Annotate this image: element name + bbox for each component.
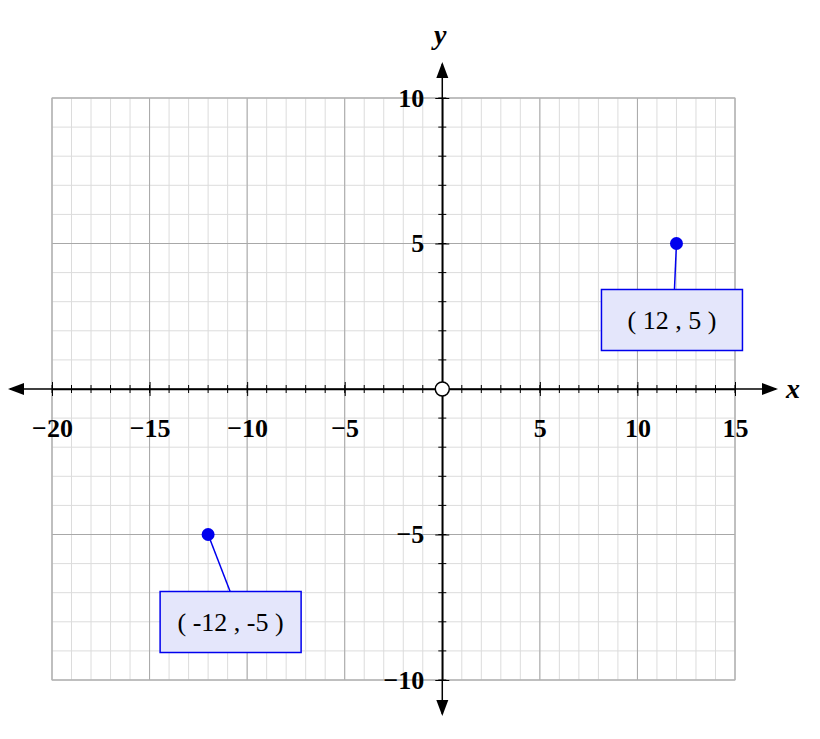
minor-grid-line bbox=[52, 505, 735, 506]
y-tick-label: 10 bbox=[398, 84, 424, 113]
label-box bbox=[601, 290, 742, 351]
y-tick-mark bbox=[435, 680, 449, 681]
y-tick: 5 bbox=[411, 229, 449, 258]
data-label: ( -12 , -5 ) bbox=[178, 608, 284, 637]
leader-line bbox=[674, 244, 676, 290]
x-tick: −15 bbox=[130, 382, 171, 443]
minor-grid-line bbox=[52, 156, 735, 157]
plot-frame bbox=[52, 98, 735, 680]
y-tick: −5 bbox=[396, 520, 449, 549]
point bbox=[670, 237, 683, 250]
leader-line bbox=[208, 535, 230, 592]
point bbox=[202, 528, 215, 541]
x-tick-label: −15 bbox=[130, 414, 171, 443]
data-label: ( 12 , 5 ) bbox=[628, 306, 717, 335]
minor-grid-line bbox=[52, 592, 735, 593]
y-tick: 10 bbox=[398, 84, 449, 113]
grid-line bbox=[52, 534, 735, 535]
minor-grid-line bbox=[52, 185, 735, 186]
y-tick-label: 5 bbox=[411, 229, 424, 258]
y-tick-label: −5 bbox=[396, 520, 424, 549]
label-box bbox=[160, 592, 301, 653]
x-tick: 5 bbox=[534, 382, 547, 443]
axis-arrows bbox=[8, 62, 778, 716]
minor-grid-line bbox=[52, 534, 735, 535]
x-tick: 15 bbox=[723, 382, 749, 443]
y-tick-mark bbox=[435, 244, 449, 245]
x-tick-mark bbox=[637, 382, 638, 396]
x-axis-line bbox=[10, 388, 776, 390]
y-axis: −10 −5 5 10 bbox=[383, 84, 449, 695]
grid bbox=[52, 98, 735, 680]
x-tick-mark bbox=[540, 382, 541, 396]
minor-grid-line bbox=[52, 563, 735, 564]
y-axis-title: y bbox=[431, 19, 447, 50]
minor-grid-line bbox=[52, 243, 735, 244]
minor-grid-line bbox=[52, 476, 735, 477]
x-axis-domain bbox=[53, 389, 736, 391]
x-tick: −5 bbox=[331, 382, 359, 443]
minor-ticks bbox=[52, 98, 735, 680]
minor-grid-line bbox=[52, 214, 735, 215]
data-labels: ( 12 , 5 ) ( -12 , -5 ) bbox=[160, 244, 742, 653]
origin-marker bbox=[435, 382, 449, 396]
minor-grid-line bbox=[52, 650, 735, 651]
minor-grid-line bbox=[52, 447, 735, 448]
y-tick-mark bbox=[435, 535, 449, 536]
minor-grid-line bbox=[52, 359, 735, 360]
x-tick-label: −10 bbox=[227, 414, 268, 443]
x-tick-label: 5 bbox=[534, 414, 547, 443]
x-tick-label: 15 bbox=[723, 414, 749, 443]
x-tick-mark bbox=[735, 382, 736, 396]
axis-arrow bbox=[8, 383, 24, 395]
x-tick-mark bbox=[247, 382, 248, 396]
minor-grid-line bbox=[52, 127, 735, 128]
grid-line bbox=[52, 243, 735, 244]
x-tick-label: −20 bbox=[32, 414, 73, 443]
y-tick-mark bbox=[435, 98, 449, 99]
x-tick: 10 bbox=[625, 382, 651, 443]
minor-grid-line bbox=[52, 272, 735, 273]
y-tick-label: −10 bbox=[383, 666, 424, 695]
x-tick-mark bbox=[150, 382, 151, 396]
x-axis: −20 −15 −10 −5 5 10 15 bbox=[32, 382, 748, 443]
axis-arrow bbox=[762, 383, 778, 395]
x-tick-mark bbox=[345, 382, 346, 396]
x-tick-label: 10 bbox=[625, 414, 651, 443]
minor-grid-line bbox=[52, 621, 735, 622]
axis-arrow bbox=[436, 700, 448, 716]
x-axis-title: x bbox=[785, 373, 800, 404]
x-tick: −20 bbox=[32, 382, 73, 443]
y-tick: −10 bbox=[383, 666, 449, 695]
x-tick: −10 bbox=[227, 382, 268, 443]
x-tick-label: −5 bbox=[331, 414, 359, 443]
axis-arrow bbox=[436, 62, 448, 78]
chart: −20 −15 −10 −5 5 10 15 −10 −5 5 10 x y ( 12 , 5 ) ( -1… bbox=[0, 0, 820, 739]
x-tick-mark bbox=[52, 382, 53, 396]
points bbox=[202, 237, 683, 541]
